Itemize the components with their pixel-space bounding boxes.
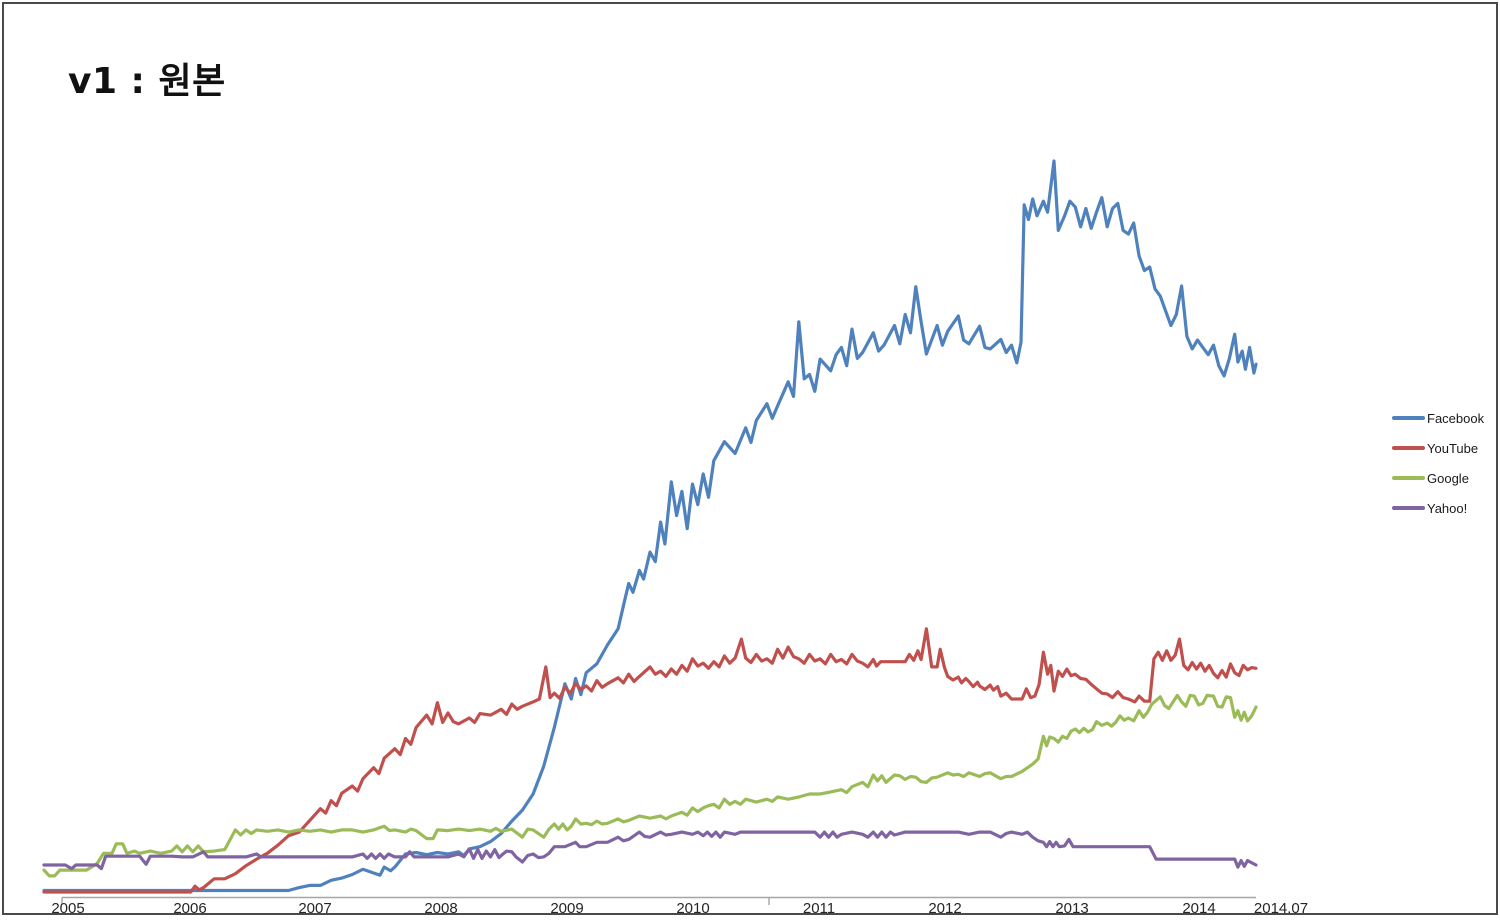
x-axis-label: 2011: [802, 900, 836, 917]
youtube-series-line: [42, 627, 1258, 894]
series-lines-group: [42, 159, 1258, 894]
x-axis-label: 2007: [298, 900, 332, 917]
legend: Facebook YouTube Google Yahoo!: [1392, 403, 1484, 523]
x-axis-label: 2012: [928, 900, 962, 917]
legend-label-yahoo: Yahoo!: [1427, 500, 1468, 516]
legend-item-facebook: Facebook: [1392, 403, 1484, 433]
legend-label-google: Google: [1427, 470, 1469, 486]
legend-item-yahoo: Yahoo!: [1392, 493, 1484, 523]
legend-label-youtube: YouTube: [1427, 440, 1479, 456]
legend-item-youtube: YouTube: [1392, 433, 1484, 463]
x-axis-label: 2014: [1182, 900, 1216, 917]
x-axis-label: 2010: [676, 900, 710, 917]
x-axis-label: 2008: [424, 900, 458, 917]
facebook-series-line: [42, 159, 1258, 893]
youtube-line-swatch-icon: [1392, 446, 1425, 450]
google-series-line: [42, 693, 1258, 878]
facebook-line-swatch-icon: [1392, 416, 1425, 420]
x-axis-label: 2014.07: [1253, 900, 1309, 917]
legend-label-facebook: Facebook: [1427, 410, 1485, 426]
chart-title: v1 : 원본: [68, 61, 226, 102]
legend-item-google: Google: [1392, 463, 1484, 493]
x-axis-label: 2013: [1055, 900, 1089, 917]
yahoo-series-line: [42, 830, 1258, 871]
yahoo-line-swatch-icon: [1392, 506, 1425, 510]
google-line-swatch-icon: [1392, 476, 1425, 480]
x-axis-label: 2005: [51, 900, 85, 917]
x-axis-label: 2009: [550, 900, 584, 917]
line-chart-canvas: [42, 159, 1258, 905]
x-axis-label: 2006: [173, 900, 207, 917]
